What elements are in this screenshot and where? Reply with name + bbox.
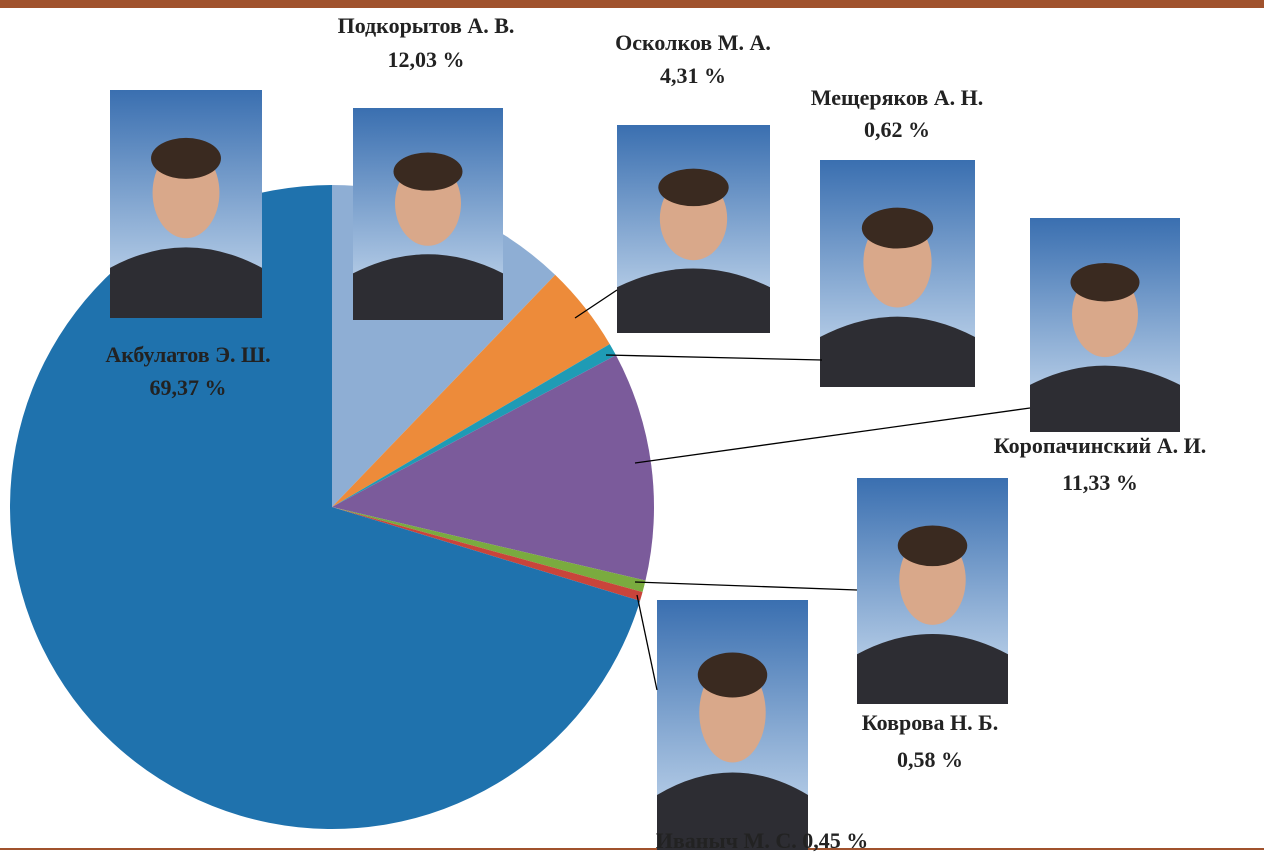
photo-hair: [658, 168, 729, 207]
portrait: [353, 108, 503, 320]
category-label: Коврова Н. Б.: [862, 710, 998, 735]
category-label: Иваныч М. С.: [656, 828, 797, 853]
photo-hair: [393, 152, 463, 191]
portrait: [617, 125, 770, 333]
value-label: 0,58 %: [897, 747, 963, 772]
value-label: 0,45 %: [802, 828, 868, 853]
value-label: 12,03 %: [388, 47, 465, 72]
bottom-border: [0, 848, 1264, 850]
leader-line: [634, 407, 1031, 464]
portrait: [820, 160, 975, 387]
pie: [10, 185, 654, 829]
portrait: [857, 478, 1008, 704]
value-label: 4,31 %: [660, 63, 726, 88]
photo-hair: [151, 137, 221, 179]
photo-suit: [1030, 365, 1180, 432]
photo-suit: [857, 633, 1008, 704]
value-label: 69,37 %: [150, 375, 227, 400]
portrait: [657, 600, 808, 850]
photo-suit: [820, 316, 975, 387]
slice: [332, 507, 646, 593]
portrait: [110, 90, 262, 318]
photo-suit: [353, 254, 503, 320]
category-label: Коропачинский А. И.: [994, 433, 1206, 458]
slice-label: Иваныч М. С. 0,45 %: [656, 828, 868, 853]
value-label: 0,62 %: [864, 117, 930, 142]
photo-hair: [697, 652, 768, 698]
photo-suit: [657, 772, 808, 850]
value-label: 11,33 %: [1062, 470, 1138, 495]
leader-line: [574, 289, 618, 319]
slice: [332, 344, 616, 507]
category-label: Подкорытов А. В.: [338, 13, 515, 38]
leader-line: [634, 581, 858, 591]
slice: [332, 507, 643, 601]
top-border: [0, 0, 1264, 8]
photo-hair: [1070, 262, 1140, 302]
slice: [332, 355, 654, 581]
slice: [10, 185, 641, 829]
category-label: Мещеряков А. Н.: [811, 85, 983, 110]
photo-hair: [897, 525, 968, 567]
photo-hair: [861, 207, 934, 249]
leader-line: [636, 594, 658, 691]
category-label: Осколков М. А.: [615, 30, 771, 55]
overlay: Подкорытов А. В. 12,03 % Осколков М. А. 4,3…: [105, 13, 1206, 853]
photo-suit: [617, 268, 770, 333]
leader-line: [605, 354, 823, 361]
portrait: [1030, 218, 1180, 432]
photo-suit: [110, 247, 262, 318]
category-label: Акбулатов Э. Ш.: [105, 342, 270, 367]
slice: [332, 274, 610, 507]
